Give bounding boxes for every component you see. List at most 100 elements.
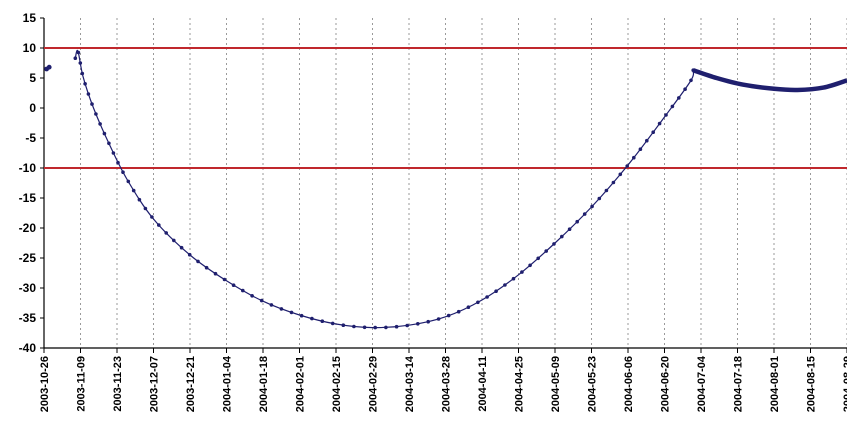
series-point xyxy=(241,288,245,293)
series-point xyxy=(259,298,264,303)
series-point xyxy=(645,138,649,143)
series-point xyxy=(651,130,655,134)
series-point xyxy=(137,197,142,202)
series-point xyxy=(172,238,176,243)
series-point xyxy=(597,196,602,201)
series-point xyxy=(269,303,274,307)
y-tick-label: -15 xyxy=(19,191,37,205)
x-tick-label: 2003-11-09 xyxy=(76,356,88,412)
series-point xyxy=(78,61,83,65)
series-point xyxy=(196,259,200,264)
x-tick-label: 2004-07-04 xyxy=(696,355,708,412)
series-point xyxy=(179,245,184,250)
series-point xyxy=(683,87,687,91)
x-tick-label: 2004-07-18 xyxy=(733,356,745,412)
series-point xyxy=(670,104,675,109)
series-point xyxy=(503,283,507,287)
x-tick-label: 2004-06-06 xyxy=(623,356,635,412)
axes xyxy=(40,17,847,353)
series-point xyxy=(689,78,693,83)
x-tick-label: 2004-05-23 xyxy=(587,356,599,412)
series-point xyxy=(250,294,254,298)
series-group xyxy=(44,49,847,330)
series-point xyxy=(618,172,623,177)
series-point xyxy=(528,263,532,268)
series-point xyxy=(76,50,81,55)
series-point xyxy=(320,319,325,324)
x-tick-label: 2004-04-25 xyxy=(514,356,526,412)
series-point xyxy=(213,271,218,276)
y-tick-label: -20 xyxy=(19,221,37,235)
reference-lines xyxy=(44,47,847,169)
series-point xyxy=(73,56,78,60)
series-point xyxy=(98,122,102,126)
series-point xyxy=(677,96,681,100)
series-point xyxy=(279,307,284,311)
series-point xyxy=(664,113,668,117)
series-point xyxy=(157,223,161,227)
series-point xyxy=(94,112,98,116)
y-tick-label: -40 xyxy=(19,341,37,355)
series-point xyxy=(511,276,516,281)
series-point xyxy=(560,234,564,239)
x-tick-label: 2003-11-23 xyxy=(112,356,124,412)
x-tick-label: 2004-02-01 xyxy=(295,356,307,412)
y-tick-labels: 15 10 5 0 -5 -10 -15 -20 -25 -30 -35 -40 xyxy=(19,11,37,355)
y-tick-label: -5 xyxy=(25,131,36,145)
series-point xyxy=(143,206,148,211)
series-point xyxy=(466,305,471,310)
y-tick-label: 10 xyxy=(23,41,37,55)
series-point xyxy=(310,316,314,321)
series-point xyxy=(582,212,587,216)
y-tick-label: -25 xyxy=(19,251,37,265)
y-tick-label: 15 xyxy=(23,11,37,25)
x-tick-label: 2004-02-15 xyxy=(331,356,343,412)
series-point xyxy=(604,188,609,193)
series-point xyxy=(552,242,556,246)
y-tick-label: -30 xyxy=(19,281,37,295)
series-point xyxy=(150,215,154,219)
x-tick-label: 2004-08-01 xyxy=(769,356,781,412)
x-tick-label: 2004-04-11 xyxy=(477,356,489,412)
series-point xyxy=(164,231,168,235)
series-point xyxy=(299,313,304,318)
series-point xyxy=(330,321,335,326)
x-tick-label: 2004-01-18 xyxy=(258,356,270,412)
series-point xyxy=(352,324,356,329)
series-point xyxy=(590,204,594,209)
series-point xyxy=(126,179,131,184)
series-point xyxy=(80,71,85,76)
series-point xyxy=(222,277,227,282)
series-point xyxy=(107,141,111,146)
series-point xyxy=(632,155,636,160)
series-point xyxy=(536,256,540,261)
x-tick-label: 2004-02-29 xyxy=(368,356,380,412)
series-point xyxy=(90,102,94,106)
series-point xyxy=(416,322,420,326)
series-point xyxy=(111,151,116,155)
series-point xyxy=(362,325,367,330)
series-point xyxy=(567,227,572,231)
series-point xyxy=(494,289,498,294)
y-tick-label: 5 xyxy=(29,71,36,85)
y-tick-label: -10 xyxy=(19,161,37,175)
x-tick-label: 2004-03-14 xyxy=(404,355,416,412)
series-point xyxy=(625,164,629,168)
series-point xyxy=(373,325,378,330)
series-point xyxy=(476,300,480,305)
series-point xyxy=(46,64,52,70)
series-point xyxy=(102,131,107,136)
series-point xyxy=(131,188,136,193)
grid-lines xyxy=(43,18,847,348)
series-point xyxy=(575,219,579,224)
series-point xyxy=(187,252,192,257)
series-point xyxy=(691,68,695,72)
x-tick-label: 2004-03-28 xyxy=(441,356,453,412)
series-point xyxy=(86,92,91,96)
series-point xyxy=(121,170,125,174)
series-line-main xyxy=(74,49,695,329)
series-point xyxy=(204,265,209,270)
series-point xyxy=(657,121,662,126)
series-point xyxy=(384,325,388,330)
